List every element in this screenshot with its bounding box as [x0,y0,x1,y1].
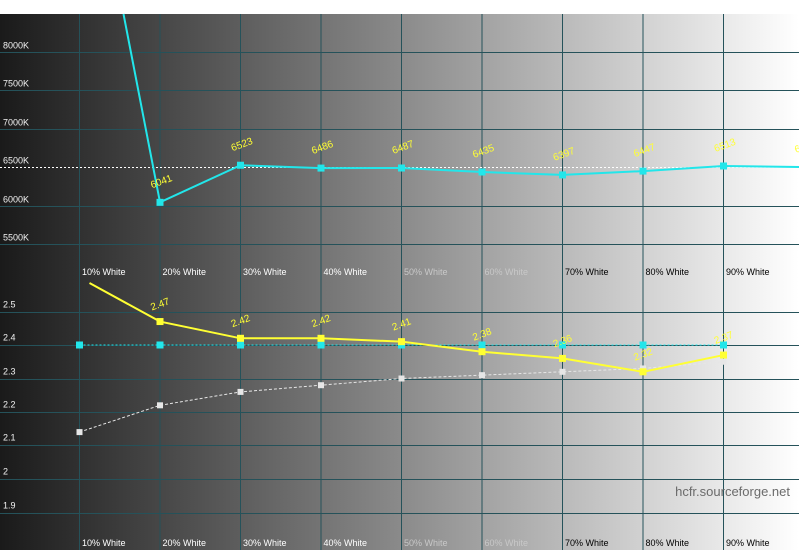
x-category-label: 90% White [726,538,770,548]
x-category-label: 20% White [163,538,207,548]
x-category-label: 90% White [726,267,770,277]
reference-gamma-point [559,368,566,375]
cct-point [237,161,244,169]
x-category-label: 80% White [646,538,690,548]
y-tick-label: 6500K [3,156,29,166]
cct-point [398,164,405,172]
target-gamma-point [720,341,727,349]
x-category-label: 30% White [243,538,287,548]
y-tick-label: 6000K [3,195,29,205]
cct-point [478,168,486,176]
reference-gamma-point [318,382,324,389]
target-gamma-point [639,341,647,349]
gamma-point [156,318,164,326]
x-category-label: 40% White [324,267,368,277]
cct-point [559,171,566,179]
cct-point [156,198,164,206]
x-category-label: 60% White [485,267,529,277]
gamma-point [478,348,486,356]
x-labels: 10% White 20% White 30% White 40% White 50% … [82,267,770,548]
x-category-label: 70% White [565,267,609,277]
cct-point [720,162,727,170]
target-gamma-point [478,341,486,349]
x-category-label: 50% White [404,538,448,548]
x-category-label: 60% White [485,538,529,548]
gamma-point [237,334,244,342]
y-tick-label: 2.2 [3,400,16,410]
cct-point [317,164,325,172]
y-tick-label: 1.9 [3,501,16,511]
reference-gamma-point [720,358,727,365]
x-category-label: 40% White [324,538,368,548]
y-tick-label: 2.4 [3,333,16,343]
x-category-label: 30% White [243,267,287,277]
y-tick-label: 8000K [3,41,29,51]
gamma-point [398,338,405,346]
x-category-label: 10% White [82,267,126,277]
y-tick-label: 7500K [3,79,29,89]
reference-gamma-point [157,402,163,409]
x-category-label: 70% White [565,538,609,548]
y-tick-label: 2.5 [3,300,16,310]
gamma-point [559,354,566,362]
top-bar [0,0,799,14]
x-category-label: 80% White [646,267,690,277]
cct-point [639,167,647,175]
grid [0,14,799,550]
reference-gamma-point [76,429,83,436]
target-gamma-point [317,341,325,349]
x-category-label: 20% White [163,267,207,277]
y-ticks: 8000K 7500K 7000K 6500K 6000K 5500K 2.5 2.4 2.3 2… [3,41,29,511]
reference-gamma-point [398,375,405,382]
gamma-point [639,368,647,376]
reference-gamma-point [237,388,244,395]
cct-series-line [122,13,799,204]
target-gamma-point [76,341,83,349]
y-tick-label: 2 [3,467,8,477]
cct-data-label: 6 [793,143,799,155]
target-gamma-point [559,341,566,349]
watermark-text: hcfr.sourceforge.net [675,484,790,499]
target-gamma-point [237,341,244,349]
gamma-point [720,351,727,359]
y-tick-label: 2.3 [3,367,16,377]
y-tick-label: 2.1 [3,433,16,443]
gamma-point [317,334,325,342]
reference-gamma-line [79,361,724,433]
target-gamma-point [156,341,164,349]
x-category-label: 10% White [82,538,126,548]
y-tick-label: 5500K [3,233,29,243]
reference-gamma-point [479,372,485,379]
y-tick-label: 7000K [3,118,29,128]
x-category-label: 50% White [404,267,448,277]
